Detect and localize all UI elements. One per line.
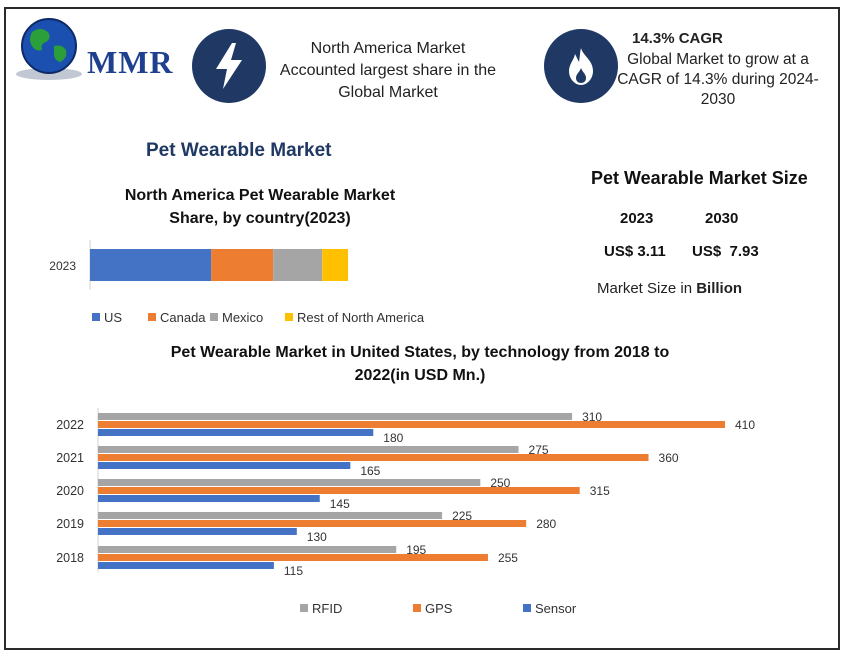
market-size-note-unit: Billion — [696, 280, 743, 297]
tech-data-label-gps-2022: 410 — [735, 418, 755, 432]
lightning-icon — [192, 29, 266, 103]
tech-bar-gps-2020 — [98, 487, 580, 494]
share-chart: 2023 US Canada Mexico Rest of North America — [49, 240, 425, 325]
tech-bar-rfid-2018 — [98, 546, 397, 553]
legend-swatch-rest-of-north-america — [285, 313, 293, 321]
tech-data-label-sensor-2020: 145 — [330, 497, 350, 511]
tech-bar-sensor-2022 — [98, 429, 374, 436]
legend-label-us: US — [104, 310, 122, 325]
highlight1-line1: North America Market — [310, 40, 466, 57]
highlight2-line3: 2030 — [700, 91, 736, 108]
tech-bar-sensor-2021 — [98, 462, 351, 469]
share-bar-canada — [211, 249, 274, 281]
technology-chart-title-line2: 2022(in USD Mn.) — [354, 367, 486, 384]
tech-bar-sensor-2018 — [98, 562, 274, 569]
tech-data-label-sensor-2021: 165 — [360, 464, 380, 478]
tech-data-label-sensor-2018: 115 — [284, 564, 303, 578]
infographic-frame — [4, 7, 840, 650]
tech-data-label-rfid-2020: 250 — [490, 476, 510, 490]
legend-swatch-gps — [413, 604, 421, 612]
share-chart-title: North America Pet Wearable Market Share,… — [90, 184, 430, 230]
highlight-north-america: North America Market Accounted largest s… — [268, 38, 508, 104]
highlight1-line2: Accounted largest share in the — [279, 62, 497, 79]
market-size-note: Market Size in Billion — [597, 280, 742, 297]
tech-data-label-rfid-2018: 195 — [406, 543, 426, 557]
share-bar-us — [90, 249, 212, 281]
legend-label-canada: Canada — [160, 310, 206, 325]
tech-category-label-2021: 2021 — [56, 451, 84, 465]
technology-chart-title-line1: Pet Wearable Market in United States, by… — [170, 344, 670, 361]
tech-bar-rfid-2021 — [98, 446, 519, 453]
market-size-year-2023: 2023 — [620, 210, 654, 227]
share-bar-mexico — [273, 249, 323, 281]
tech-data-label-gps-2020: 315 — [590, 484, 610, 498]
market-size-value-2023: US$ 3.11 — [604, 243, 666, 260]
tech-bar-gps-2022 — [98, 421, 725, 428]
share-category-label: 2023 — [49, 259, 76, 273]
legend-swatch-canada — [148, 313, 156, 321]
tech-data-label-sensor-2019: 130 — [307, 530, 327, 544]
market-size-title: Pet Wearable Market Size — [591, 168, 808, 188]
share-chart-title-line1: North America Pet Wearable Market — [124, 187, 396, 204]
share-bar-rest-of-north-america — [322, 249, 348, 281]
legend-swatch-mexico — [210, 313, 218, 321]
flame-icon — [544, 29, 618, 103]
tech-bar-rfid-2019 — [98, 512, 443, 519]
tech-bar-gps-2019 — [98, 520, 527, 527]
cagr-title: 14.3% CAGR — [632, 30, 723, 47]
tech-bar-rfid-2022 — [98, 413, 573, 420]
tech-data-label-gps-2019: 280 — [536, 517, 556, 531]
legend-label-rest-of-north-america: Rest of North America — [297, 310, 425, 325]
tech-bar-gps-2021 — [98, 454, 649, 461]
tech-category-label-2020: 2020 — [56, 484, 84, 498]
technology-chart: 2022 310 410 180 2021 275 360 165 2020 250 315 145 2… — [56, 408, 755, 616]
tech-data-label-rfid-2022: 310 — [582, 410, 602, 424]
market-size-note-prefix: Market Size in — [597, 280, 697, 297]
globe-logo-icon — [16, 18, 82, 80]
tech-data-label-gps-2018: 255 — [498, 551, 518, 565]
market-size-year-2030: 2030 — [705, 210, 739, 227]
main-title: Pet Wearable Market — [146, 140, 332, 161]
legend-swatch-sensor — [523, 604, 531, 612]
legend-swatch-rfid — [300, 604, 308, 612]
legend-swatch-us — [92, 313, 100, 321]
technology-chart-title: Pet Wearable Market in United States, by… — [120, 341, 720, 387]
tech-data-label-gps-2021: 360 — [659, 451, 679, 465]
tech-data-label-rfid-2021: 275 — [529, 443, 549, 457]
legend-label-gps: GPS — [425, 601, 453, 616]
legend-label-mexico: Mexico — [222, 310, 263, 325]
share-chart-title-line2: Share, by country(2023) — [169, 210, 351, 227]
market-size-value-2030: US$ 7.93 — [692, 243, 759, 260]
highlight2-line1: Global Market to grow at a — [627, 51, 809, 68]
tech-data-label-rfid-2019: 225 — [452, 509, 472, 523]
legend-label-sensor: Sensor — [535, 601, 577, 616]
tech-bar-gps-2018 — [98, 554, 488, 561]
tech-data-label-sensor-2022: 180 — [383, 431, 403, 445]
highlight-cagr: Global Market to grow at a CAGR of 14.3%… — [612, 50, 824, 110]
logo-text: MMR — [87, 44, 174, 80]
legend-label-rfid: RFID — [312, 601, 342, 616]
tech-category-label-2018: 2018 — [56, 551, 84, 565]
tech-bar-rfid-2020 — [98, 479, 481, 486]
tech-bar-sensor-2020 — [98, 495, 320, 502]
tech-category-label-2022: 2022 — [56, 418, 84, 432]
highlight2-line2: CAGR of 14.3% during 2024- — [617, 71, 819, 88]
highlight1-line3: Global Market — [338, 84, 438, 101]
tech-bar-sensor-2019 — [98, 528, 297, 535]
tech-category-label-2019: 2019 — [56, 517, 84, 531]
